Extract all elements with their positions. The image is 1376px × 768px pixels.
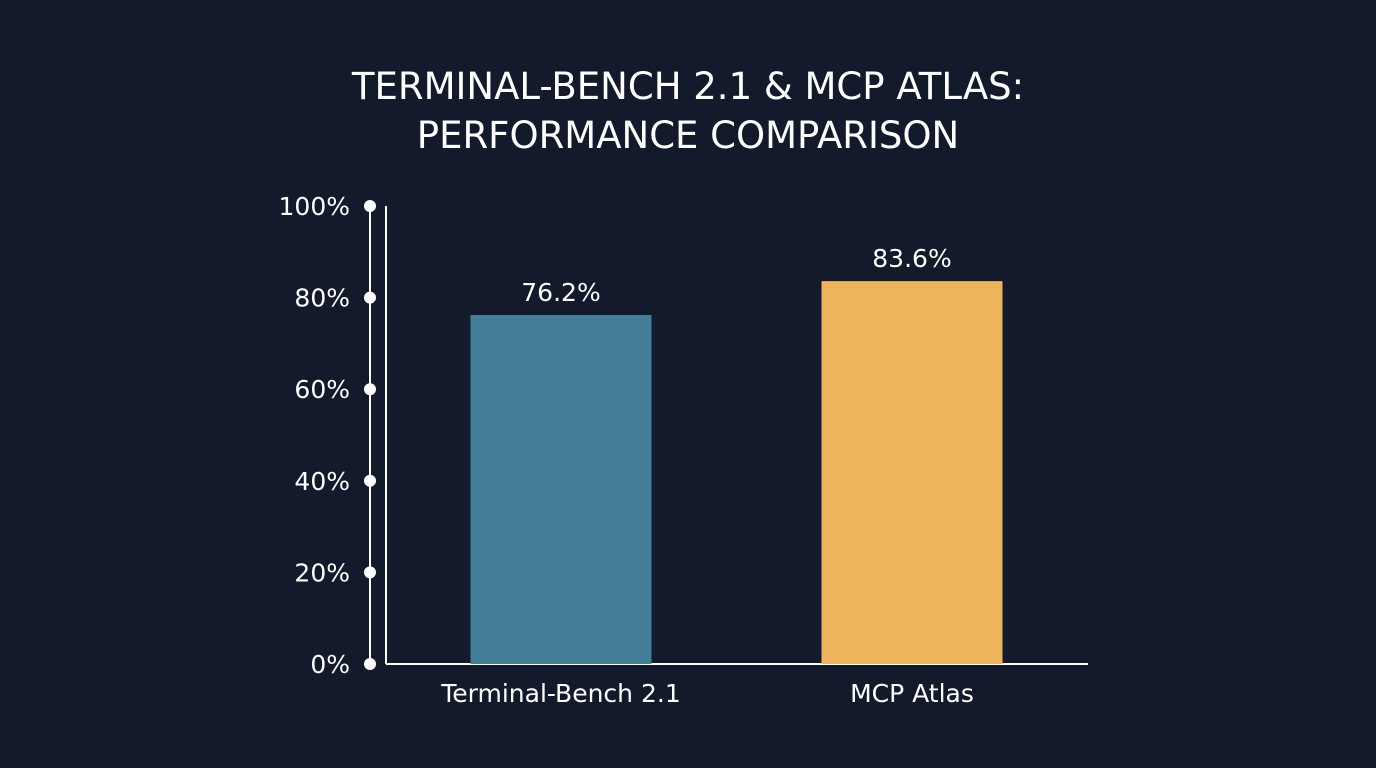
y-tick-label: 20% (294, 558, 350, 587)
y-tick-label: 100% (279, 192, 350, 221)
y-ticks: 0% 20% 40% 60% 80% 100% (279, 192, 376, 679)
bar-1 (470, 315, 652, 664)
bars (470, 281, 1003, 664)
y-tick-label: 60% (294, 375, 350, 404)
x-category-label: MCP Atlas (850, 679, 974, 708)
y-tick-marker (364, 566, 376, 579)
y-tick-label: 80% (294, 284, 350, 313)
x-category-label: Terminal-Bench 2.1 (440, 679, 680, 708)
chart-title-line-1: TERMINAL-BENCH 2.1 & MCP ATLAS: (351, 65, 1024, 108)
y-tick-label: 0% (310, 650, 350, 679)
bar-2 (821, 281, 1003, 664)
y-tick-marker (364, 291, 376, 304)
bar-value-label: 76.2% (521, 278, 600, 307)
y-tick-label: 40% (294, 467, 350, 496)
y-tick-marker (364, 658, 376, 670)
chart-title-line-2: PERFORMANCE COMPARISON (417, 114, 959, 157)
bar-value-label: 83.6% (872, 244, 951, 273)
y-tick-marker (364, 200, 376, 212)
bar-labels: 76.2% Terminal-Bench 2.1 83.6% MCP Atlas (440, 244, 974, 708)
y-tick-marker (364, 383, 376, 396)
y-tick-marker (364, 474, 376, 487)
